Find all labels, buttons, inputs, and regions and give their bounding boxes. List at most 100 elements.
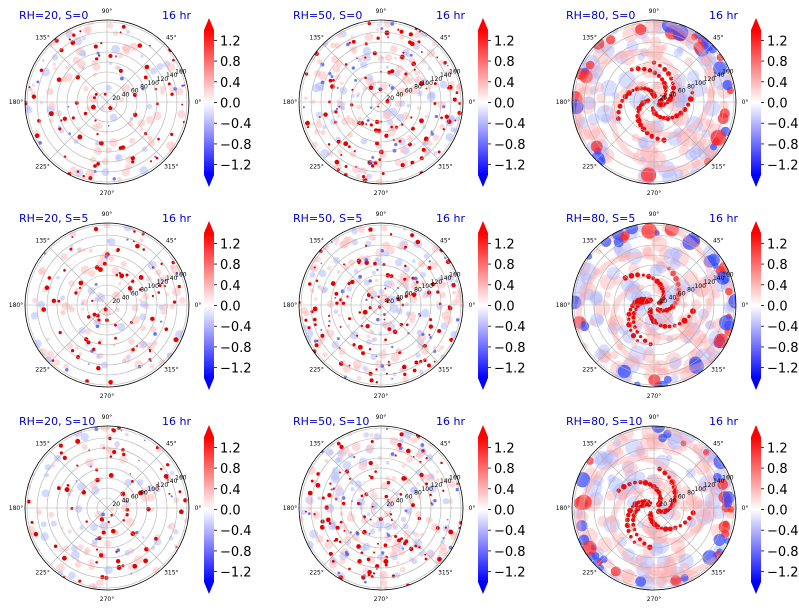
field-patch	[346, 540, 351, 545]
convective-cell	[143, 558, 148, 564]
colorbar-tick-label: −0.8	[220, 545, 252, 560]
field-patch	[152, 566, 160, 574]
field-patch	[703, 100, 721, 117]
colorbar-tick-label: 0.0	[767, 300, 788, 315]
colorbar-tick-label: −0.8	[494, 545, 526, 560]
colorbar-tick-label: 0.8	[767, 462, 788, 477]
downdraft-cell	[330, 488, 333, 491]
convective-cell	[419, 472, 424, 478]
field-patch	[427, 67, 431, 71]
field-patch	[594, 348, 606, 360]
convective-cell	[370, 296, 374, 299]
field-patch	[410, 282, 420, 291]
downdraft-cell	[36, 80, 40, 84]
field-patch	[379, 579, 388, 587]
convective-cell	[368, 371, 373, 376]
convective-cell	[96, 132, 99, 136]
field-patch	[60, 253, 68, 261]
r-tick-label: 40	[669, 294, 677, 301]
convective-cell	[63, 269, 66, 272]
theta-tick-label: 225°	[582, 366, 596, 373]
field-patch	[146, 115, 155, 125]
field-patch	[388, 107, 398, 117]
convective-cell	[437, 329, 442, 334]
spiral-cell	[667, 526, 673, 532]
convective-cell	[64, 487, 70, 493]
spiral-cell	[670, 85, 676, 91]
convective-cell	[62, 116, 67, 121]
field-patch	[655, 575, 668, 588]
convective-cell	[424, 557, 428, 561]
field-patch	[637, 53, 645, 61]
convective-cell	[78, 286, 82, 289]
convective-cell	[142, 248, 146, 251]
field-patch	[617, 532, 625, 539]
field-patch	[674, 547, 686, 559]
field-patch	[74, 560, 82, 568]
field-patch	[425, 516, 433, 524]
field-patch	[85, 169, 94, 179]
r-tick-label: 60	[678, 88, 686, 95]
field-patch	[136, 479, 144, 486]
downdraft-cell	[160, 320, 163, 323]
convective-cell	[343, 141, 349, 147]
field-patch	[95, 122, 103, 129]
field-patch	[595, 248, 603, 255]
field-patch	[392, 372, 397, 377]
spiral-cell	[690, 308, 696, 315]
r-tick-label: 160	[175, 474, 187, 481]
r-tick-label: 120	[431, 279, 443, 286]
convective-cell	[154, 536, 158, 541]
field-patch	[433, 151, 438, 156]
field-patch	[175, 87, 184, 96]
theta-tick-label: 225°	[35, 366, 49, 373]
field-patch	[583, 123, 601, 140]
field-patch	[386, 246, 395, 255]
field-patch	[389, 436, 399, 446]
field-patch	[382, 111, 391, 120]
convective-cell	[318, 116, 321, 118]
spiral-cell	[626, 321, 632, 328]
convective-cell	[33, 531, 39, 537]
convective-cell	[331, 559, 335, 563]
r-tick-label: 140	[166, 275, 178, 282]
panel-time: 16 hr	[709, 212, 738, 225]
theta-tick-label: 135°	[582, 441, 596, 448]
angular-gridline	[106, 246, 166, 306]
field-patch	[312, 511, 320, 520]
field-patch	[665, 352, 683, 370]
convective-cell	[384, 494, 389, 499]
panel-title: RH=80, S=5	[566, 212, 635, 225]
panel-title: RH=50, S=0	[293, 9, 362, 22]
colorbar-tick-label: 0.4	[494, 483, 515, 498]
field-patch	[636, 447, 649, 460]
field-patch	[689, 147, 702, 160]
field-patch	[326, 329, 335, 338]
convective-cell	[34, 133, 40, 139]
convective-cell	[328, 78, 333, 83]
rim-patch	[572, 295, 582, 310]
field-patch	[48, 102, 56, 110]
spiral-cell	[634, 86, 640, 92]
r-tick-label: 80	[687, 490, 695, 497]
r-tick-label: 80	[414, 287, 422, 294]
field-patch	[177, 110, 186, 119]
field-patch	[704, 500, 713, 509]
downdraft-cell	[398, 446, 403, 450]
convective-cell	[335, 301, 339, 305]
r-tick-label: 120	[157, 279, 169, 286]
field-patch	[616, 343, 624, 351]
convective-cell	[418, 545, 421, 549]
convective-cell	[458, 102, 462, 105]
spiral-cell	[658, 493, 662, 498]
angular-gridline	[106, 101, 166, 161]
convective-cell	[365, 123, 368, 126]
spiral-cell	[669, 76, 674, 81]
convective-cell	[115, 273, 119, 277]
field-patch	[331, 341, 339, 349]
convective-cell	[172, 58, 175, 62]
field-patch	[114, 441, 120, 448]
polar-frame	[571, 19, 737, 185]
convective-cell	[100, 575, 105, 580]
angular-gridline	[106, 304, 166, 364]
